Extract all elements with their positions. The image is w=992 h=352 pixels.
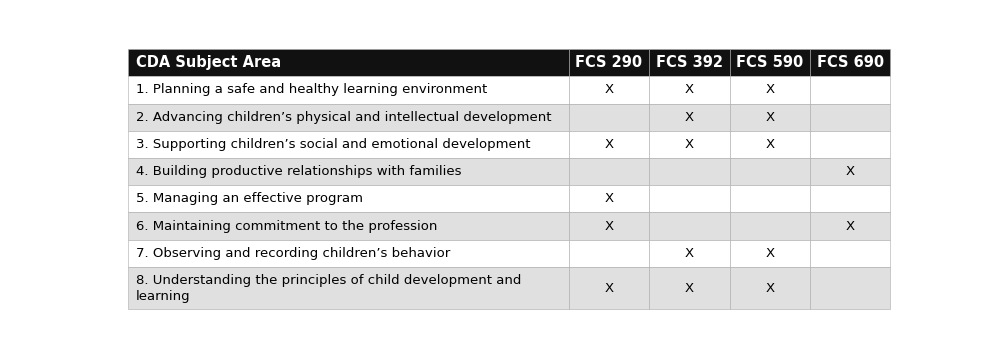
Text: X: X bbox=[765, 138, 775, 151]
Bar bbox=[729, 158, 810, 185]
Bar bbox=[729, 103, 810, 131]
Bar bbox=[568, 158, 649, 185]
Bar bbox=[649, 158, 729, 185]
Text: X: X bbox=[684, 282, 694, 295]
Bar bbox=[810, 213, 891, 240]
Bar bbox=[128, 131, 568, 158]
Text: X: X bbox=[604, 83, 613, 96]
Bar bbox=[649, 267, 729, 309]
Bar bbox=[568, 240, 649, 267]
Text: X: X bbox=[765, 247, 775, 260]
Bar bbox=[568, 267, 649, 309]
Bar bbox=[128, 103, 568, 131]
Bar bbox=[568, 185, 649, 213]
Bar bbox=[729, 131, 810, 158]
Text: 6. Maintaining commitment to the profession: 6. Maintaining commitment to the profess… bbox=[136, 220, 436, 233]
Bar bbox=[649, 103, 729, 131]
Text: X: X bbox=[765, 83, 775, 96]
Bar bbox=[729, 49, 810, 76]
Bar bbox=[810, 76, 891, 103]
Bar bbox=[649, 76, 729, 103]
Text: FCS 392: FCS 392 bbox=[656, 55, 723, 70]
Bar bbox=[568, 49, 649, 76]
Bar bbox=[568, 76, 649, 103]
Bar bbox=[810, 103, 891, 131]
Bar bbox=[128, 267, 568, 309]
Bar bbox=[568, 213, 649, 240]
Bar bbox=[729, 267, 810, 309]
Text: 2. Advancing children’s physical and intellectual development: 2. Advancing children’s physical and int… bbox=[136, 111, 551, 124]
Text: 5. Managing an effective program: 5. Managing an effective program bbox=[136, 193, 362, 205]
Bar bbox=[568, 103, 649, 131]
Text: X: X bbox=[765, 282, 775, 295]
Text: 4. Building productive relationships with families: 4. Building productive relationships wit… bbox=[136, 165, 461, 178]
Bar bbox=[128, 49, 568, 76]
Text: FCS 590: FCS 590 bbox=[736, 55, 804, 70]
Text: FCS 690: FCS 690 bbox=[816, 55, 884, 70]
Text: X: X bbox=[684, 138, 694, 151]
Bar bbox=[729, 240, 810, 267]
Bar bbox=[128, 158, 568, 185]
Bar bbox=[649, 240, 729, 267]
Bar bbox=[128, 76, 568, 103]
Text: X: X bbox=[604, 138, 613, 151]
Text: 3. Supporting children’s social and emotional development: 3. Supporting children’s social and emot… bbox=[136, 138, 530, 151]
Bar bbox=[649, 131, 729, 158]
Bar bbox=[729, 213, 810, 240]
Text: CDA Subject Area: CDA Subject Area bbox=[136, 55, 281, 70]
Text: X: X bbox=[684, 111, 694, 124]
Bar bbox=[649, 185, 729, 213]
Bar bbox=[810, 185, 891, 213]
Bar bbox=[128, 213, 568, 240]
Text: 1. Planning a safe and healthy learning environment: 1. Planning a safe and healthy learning … bbox=[136, 83, 487, 96]
Bar bbox=[810, 240, 891, 267]
Bar bbox=[810, 131, 891, 158]
Bar bbox=[649, 213, 729, 240]
Text: X: X bbox=[846, 220, 855, 233]
Bar bbox=[128, 240, 568, 267]
Text: X: X bbox=[684, 247, 694, 260]
Text: X: X bbox=[765, 111, 775, 124]
Bar bbox=[568, 131, 649, 158]
Bar bbox=[729, 185, 810, 213]
Bar bbox=[810, 267, 891, 309]
Text: 7. Observing and recording children’s behavior: 7. Observing and recording children’s be… bbox=[136, 247, 449, 260]
Text: 8. Understanding the principles of child development and
learning: 8. Understanding the principles of child… bbox=[136, 274, 521, 303]
Text: X: X bbox=[604, 193, 613, 205]
Text: X: X bbox=[846, 165, 855, 178]
Bar bbox=[729, 76, 810, 103]
Bar bbox=[810, 49, 891, 76]
Text: X: X bbox=[604, 282, 613, 295]
Text: X: X bbox=[684, 83, 694, 96]
Text: FCS 290: FCS 290 bbox=[575, 55, 643, 70]
Bar bbox=[128, 185, 568, 213]
Bar bbox=[649, 49, 729, 76]
Bar bbox=[810, 158, 891, 185]
Text: X: X bbox=[604, 220, 613, 233]
